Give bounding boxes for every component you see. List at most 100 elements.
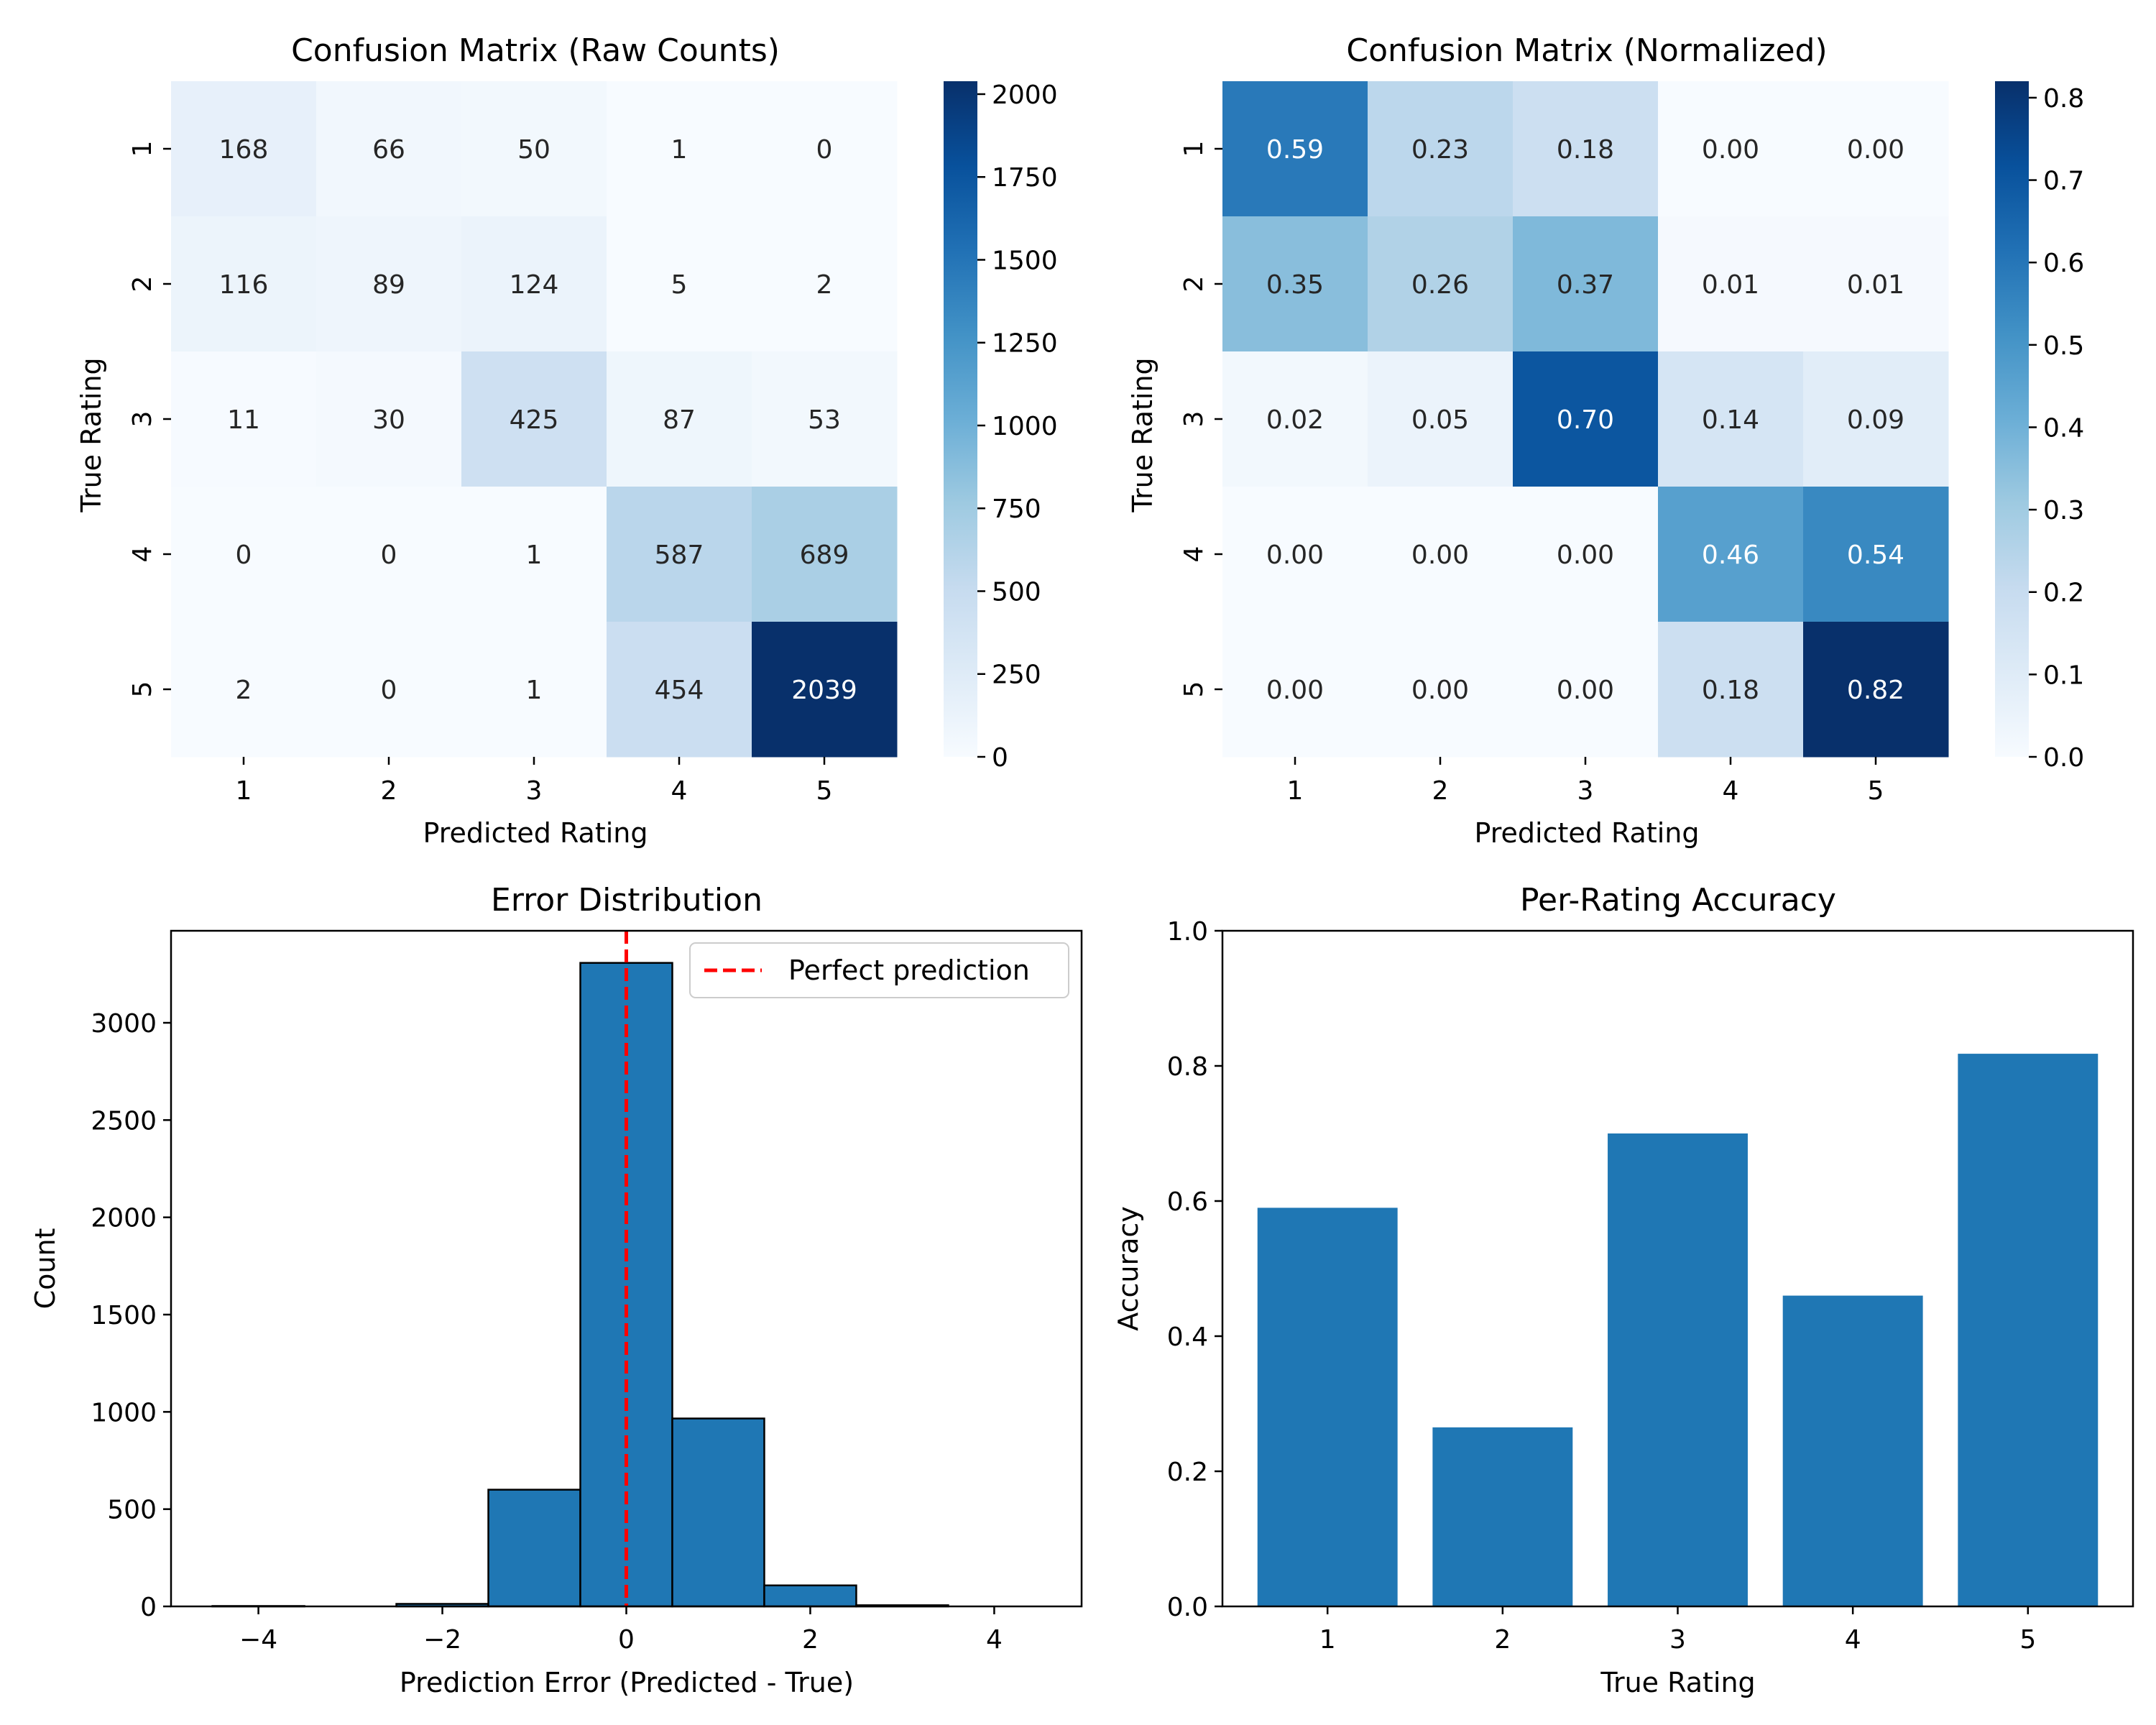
error-histogram-xticks: −4 −2 0 2 4 (239, 1606, 1003, 1655)
heatmap-cell (461, 622, 607, 758)
colorbar-tick-label: 2000 (992, 80, 1058, 110)
accuracy-bar-xlabel: True Rating (1600, 1667, 1755, 1698)
heatmap-cell (1222, 487, 1368, 622)
heatmap-cell (171, 81, 317, 217)
heatmap-cell-value: 0.59 (1266, 135, 1324, 165)
heatmap-raw-ylabel: True Rating (75, 357, 107, 512)
y-tick-label: 1.0 (1167, 917, 1208, 947)
colorbar-tick-label: 0.5 (2043, 331, 2084, 361)
heatmap-cell-value: 0.00 (1266, 540, 1324, 570)
y-tick-label: 2 (128, 276, 157, 293)
heatmap-normalized-xticks: 1 2 3 4 5 (1287, 757, 1884, 806)
heatmap-cell-value: 0.05 (1411, 405, 1469, 435)
x-tick-label: 1 (1287, 776, 1304, 806)
heatmap-normalized-colorbar-ticks: 0.0 0.1 0.2 0.3 0.4 0.5 0.6 0.7 0.8 (2029, 84, 2084, 773)
colorbar-tick-label: 0 (992, 743, 1008, 773)
heatmap-cell-value: 0.26 (1411, 270, 1469, 300)
heatmap-cell-value: 124 (510, 270, 559, 300)
heatmap-cell-value: 30 (372, 405, 405, 435)
heatmap-cell (1803, 351, 1949, 487)
accuracy-bar-yticks: 0.0 0.2 0.4 0.6 0.8 1.0 (1167, 917, 1222, 1622)
accuracy-bar (1257, 1208, 1398, 1606)
accuracy-bars (1257, 1054, 2099, 1606)
error-histogram-yticks: 0 500 1000 1500 2000 2500 3000 (91, 1009, 171, 1622)
heatmap-cell (1803, 81, 1949, 217)
y-tick-label: 0.8 (1167, 1052, 1208, 1082)
heatmap-cell-value: 89 (372, 270, 405, 300)
heatmap-cell (1803, 487, 1949, 622)
x-tick-label: 2 (1494, 1625, 1511, 1655)
heatmap-cell-value: 53 (808, 405, 841, 435)
colorbar-tick-label: 1000 (992, 412, 1058, 441)
heatmap-raw-panel: Confusion Matrix (Raw Counts) 168 66 5 0 1 0 1… (75, 32, 1058, 849)
x-tick-label: 3 (526, 776, 543, 806)
colorbar-tick-label: 0.2 (2043, 579, 2084, 608)
x-tick-label: 5 (816, 776, 833, 806)
error-histogram-legend: Perfect prediction (689, 942, 1069, 998)
y-tick-label: 1000 (91, 1398, 157, 1427)
error-histogram-xlabel: Prediction Error (Predicted - True) (400, 1667, 854, 1698)
heatmap-cell-value: 66 (372, 135, 405, 165)
heatmap-cell-value: 1 (671, 135, 688, 165)
heatmap-cell-value: 0.00 (1702, 135, 1759, 165)
heatmap-cell-value: 0.82 (1847, 676, 1904, 705)
heatmap-cell-value: 454 (655, 676, 704, 705)
heatmap-cell (752, 622, 898, 758)
heatmap-raw-xticks: 1 2 3 4 5 (236, 757, 833, 806)
x-tick-label: 1 (1319, 1625, 1336, 1655)
x-tick-label: 2 (381, 776, 397, 806)
heatmap-cell (316, 622, 462, 758)
heatmap-cell-value: 0.00 (1411, 676, 1469, 705)
y-tick-label: 1 (1179, 141, 1209, 157)
colorbar-tick-label: 0.6 (2043, 249, 2084, 278)
histogram-bar (671, 1417, 765, 1608)
error-histogram-title: Error Distribution (491, 882, 763, 919)
heatmap-cell (607, 216, 752, 352)
heatmap-cell (1658, 622, 1804, 758)
heatmap-cell (461, 351, 607, 487)
heatmap-cell (752, 216, 898, 352)
x-tick-label: 0 (618, 1625, 635, 1655)
heatmap-cell (1368, 216, 1514, 352)
heatmap-cell-value: 0.46 (1702, 540, 1759, 570)
heatmap-cell (752, 81, 898, 217)
heatmap-cell-value: 0.18 (1702, 676, 1759, 705)
accuracy-bar (1782, 1295, 1923, 1606)
heatmap-cell (1368, 622, 1514, 758)
heatmap-cell (461, 216, 607, 352)
x-tick-label: 4 (1723, 776, 1739, 806)
heatmap-cell-value: 0.00 (1557, 540, 1614, 570)
error-histogram-panel: Error Distribution −4 −2 0 2 4 0 500 1000 1500 2… (29, 882, 1083, 1698)
heatmap-cell (607, 487, 752, 622)
legend-box (689, 942, 1069, 998)
y-tick-label: 2500 (91, 1106, 157, 1136)
heatmap-cell (1658, 81, 1804, 217)
y-tick-label: 4 (1179, 546, 1209, 563)
heatmap-raw-colorbar (944, 81, 977, 757)
x-tick-label: 4 (1845, 1625, 1861, 1655)
accuracy-bar-ylabel: Accuracy (1112, 1206, 1144, 1331)
y-tick-label: 5 (128, 681, 157, 698)
heatmap-cell (752, 351, 898, 487)
y-tick-label: 0 (140, 1593, 157, 1622)
error-histogram-ylabel: Count (29, 1228, 61, 1310)
y-tick-label: 3000 (91, 1009, 157, 1039)
heatmap-cell (1658, 487, 1804, 622)
histogram-bar (487, 1489, 581, 1608)
heatmap-cell (607, 351, 752, 487)
x-tick-label: 3 (1669, 1625, 1686, 1655)
heatmap-cell (1368, 487, 1514, 622)
heatmap-cell (1513, 81, 1659, 217)
heatmap-cell-value: 168 (219, 135, 269, 165)
heatmap-normalized-title: Confusion Matrix (Normalized) (1346, 32, 1827, 69)
y-tick-label: 4 (128, 546, 157, 563)
heatmap-cell (461, 487, 607, 622)
heatmap-raw-title: Confusion Matrix (Raw Counts) (291, 32, 780, 69)
heatmap-cell-value: 0 (816, 135, 833, 165)
colorbar-tick-label: 0.3 (2043, 496, 2084, 525)
heatmap-cell-value: 2 (816, 270, 833, 300)
heatmap-cell (171, 487, 317, 622)
heatmap-cell (171, 351, 317, 487)
